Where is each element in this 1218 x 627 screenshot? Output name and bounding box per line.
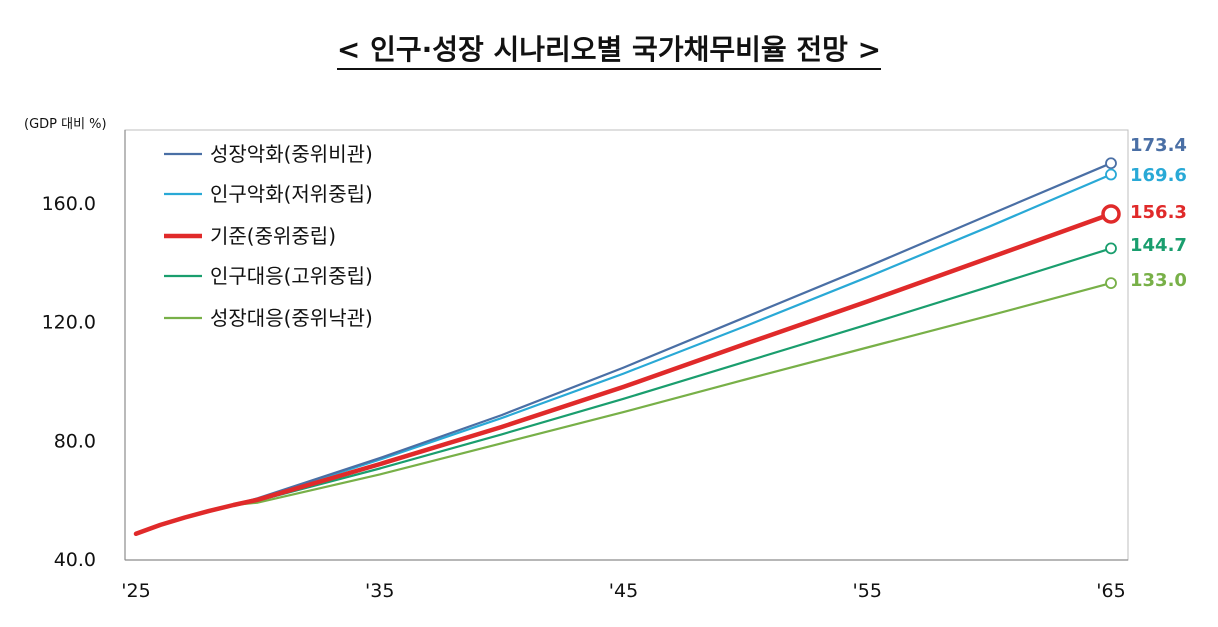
x-tick-label: '25 <box>121 580 150 602</box>
legend-entry: 성장악화(중위비관) <box>164 142 373 166</box>
legend-label: 기준(중위중립) <box>210 224 336 248</box>
legend: 성장악화(중위비관) 인구악화(저위중립) 기준(중위중립) 인구대응(고위중립) 성장… <box>164 142 373 330</box>
x-tick-label: '45 <box>609 580 638 602</box>
y-tick-label: 80.0 <box>54 430 96 452</box>
y-tick-label: 160.0 <box>42 193 96 215</box>
y-tick-label: 40.0 <box>54 549 96 571</box>
end-point-marker <box>1101 204 1121 224</box>
legend-entry: 성장대응(중위낙관) <box>164 306 373 330</box>
end-markers <box>1101 157 1121 290</box>
axes <box>124 129 1129 561</box>
x-tick-label: '55 <box>853 580 882 602</box>
legend-label: 성장대응(중위낙관) <box>210 306 373 330</box>
end-value-label: 173.4 <box>1130 135 1187 156</box>
legend-label: 인구악화(저위중립) <box>210 182 373 206</box>
series-line <box>133 211 1114 537</box>
x-tick-labels: '25 '35 '45 '55 '65 <box>121 580 1125 602</box>
end-point-marker <box>1105 168 1117 181</box>
legend-label: 인구대응(고위중립) <box>210 264 373 288</box>
legend-entry: 인구악화(저위중립) <box>164 182 373 206</box>
x-tick-label: '65 <box>1096 580 1125 602</box>
legend-entry: 인구대응(고위중립) <box>164 264 373 288</box>
y-tick-labels: 40.0 80.0 120.0 160.0 <box>42 193 96 571</box>
end-value-labels: 173.4 169.6 156.3 144.7 133.0 <box>1130 135 1187 291</box>
end-point-marker <box>1105 242 1117 255</box>
chart-title: < 인구·성장 시나리오별 국가채무비율 전망 > <box>0 28 1218 70</box>
end-value-label: 169.6 <box>1130 165 1187 186</box>
end-value-label: 133.0 <box>1130 270 1187 291</box>
end-point-marker <box>1105 277 1117 290</box>
end-value-label: 156.3 <box>1130 202 1187 223</box>
legend-entry: 기준(중위중립) <box>164 224 336 248</box>
x-tick-label: '35 <box>365 580 394 602</box>
y-tick-label: 120.0 <box>42 312 96 334</box>
series-line <box>134 162 1113 535</box>
y-axis-unit-label: (GDP 대비 %) <box>24 117 107 132</box>
legend-label: 성장악화(중위비관) <box>210 142 373 166</box>
end-value-label: 144.7 <box>1130 235 1187 256</box>
series-lines <box>133 162 1114 537</box>
end-point-marker <box>1105 157 1117 170</box>
